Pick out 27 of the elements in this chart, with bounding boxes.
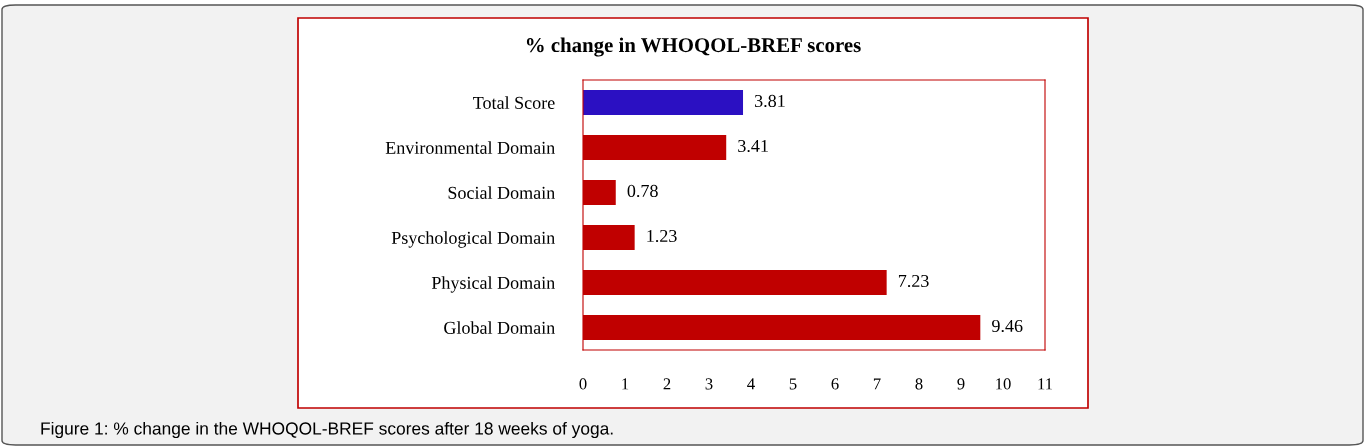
chart-title: % change in WHOQOL-BREF scores — [526, 37, 861, 57]
x-tick-label: 3 — [705, 378, 713, 390]
x-tick-label: 0 — [579, 378, 587, 390]
bar — [583, 89, 744, 116]
y-tick-label: Physical Domain — [431, 276, 555, 293]
data-label: 9.46 — [992, 319, 1023, 333]
x-tick-label: 1 — [622, 378, 629, 390]
y-tick-label: Environmental Domain — [385, 141, 555, 154]
x-tick-label: 11 — [1038, 378, 1053, 390]
data-label: 7.23 — [898, 274, 929, 288]
data-label: 3.81 — [754, 94, 785, 108]
x-tick-label: 4 — [747, 378, 755, 390]
data-label: 0.78 — [627, 184, 658, 198]
data-label: 3.41 — [738, 139, 768, 153]
data-label: 1.23 — [647, 229, 677, 243]
y-tick-label: Total Score — [473, 96, 555, 109]
y-tick-label: Global Domain — [444, 321, 555, 334]
x-tick-label: 7 — [873, 378, 881, 390]
x-tick-label: 6 — [831, 378, 839, 390]
x-tick-label: 10 — [996, 378, 1011, 390]
caption: Figure 1: % change in the WHOQOL-BREF scores after 18 weeks of yoga. — [41, 421, 613, 439]
x-tick-label: 2 — [663, 378, 671, 390]
x-tick-label: 8 — [915, 378, 923, 390]
x-tick-label: 9 — [957, 378, 965, 390]
y-tick-label: Social Domain — [448, 186, 555, 199]
y-tick-label: Psychological Domain — [391, 231, 555, 248]
x-tick-label: 5 — [789, 378, 797, 390]
